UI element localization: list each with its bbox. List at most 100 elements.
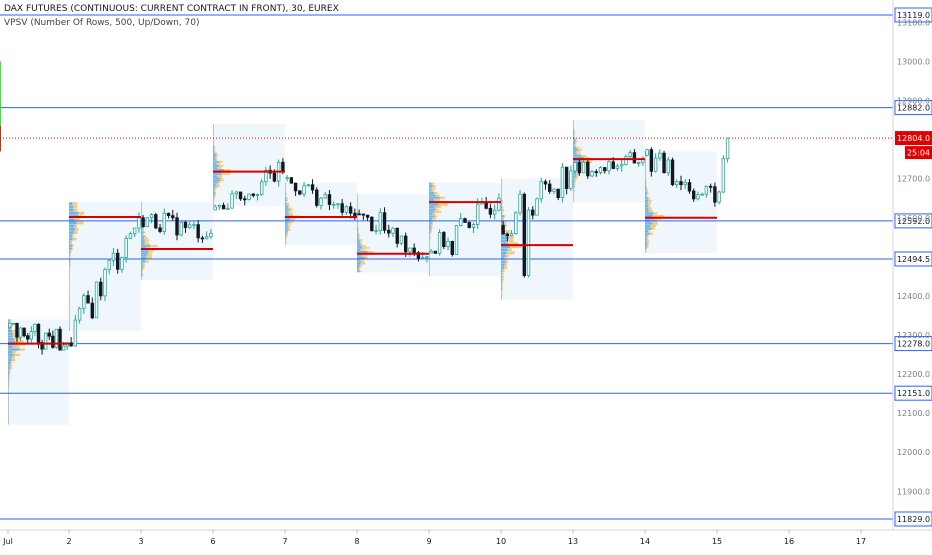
volume-bar-up <box>69 254 70 257</box>
volume-bar-down <box>645 167 646 169</box>
volume-bar-up <box>357 235 359 237</box>
volume-bar-up <box>285 225 288 226</box>
volume-bar-down <box>647 238 649 240</box>
volume-bar-down <box>146 257 152 259</box>
candle-body <box>159 228 162 232</box>
volume-bar-up <box>8 404 9 406</box>
volume-bar-up <box>141 210 142 212</box>
volume-bar-down <box>429 246 430 248</box>
volume-bar-up <box>429 199 434 201</box>
volume-bar-up <box>429 265 430 267</box>
volume-bar-up <box>69 231 74 234</box>
volume-bar-up <box>141 261 146 263</box>
candle-body <box>675 182 678 185</box>
candle-body <box>44 333 47 349</box>
candle-body <box>536 199 539 215</box>
candle-body <box>74 320 77 346</box>
volume-bar-up <box>573 149 578 151</box>
volume-bar-up <box>357 243 360 245</box>
volume-bar-down <box>502 273 503 276</box>
volume-bar-up <box>357 263 361 265</box>
candle-body <box>133 228 136 234</box>
volume-bar-up <box>213 179 220 181</box>
candle-body <box>34 324 37 331</box>
volume-bar-up <box>501 285 502 288</box>
candle-body <box>430 251 433 253</box>
volume-bar-down <box>361 263 366 265</box>
volume-bar-up <box>141 276 142 278</box>
volume-bar-down <box>647 245 648 247</box>
volume-bar-down <box>143 229 144 231</box>
volume-bar-up <box>357 257 365 259</box>
volume-bar-up <box>213 198 214 200</box>
candle-body <box>616 166 619 169</box>
volume-bar-up <box>645 195 647 197</box>
volume-bar-down <box>70 250 71 253</box>
level-label: 12494.5 <box>895 252 932 266</box>
candle-body <box>23 328 26 336</box>
volume-bar-down <box>575 145 577 147</box>
volume-bar-up <box>429 262 430 264</box>
volume-bar-down <box>435 215 437 217</box>
volume-bar-up <box>8 420 9 422</box>
indicator-label[interactable]: VPSV (Number Of Rows, 500, Up/Down, 70) <box>4 18 200 28</box>
volume-bar-down <box>573 200 574 202</box>
volume-bar-up <box>357 233 358 235</box>
volume-bar-up <box>69 234 72 237</box>
volume-bar-down <box>142 233 143 235</box>
volume-bar-down <box>145 241 148 243</box>
volume-bar-up <box>69 247 72 250</box>
volume-bar-up <box>645 187 646 189</box>
volume-bar-up <box>69 212 78 215</box>
volume-bar-down <box>650 225 656 227</box>
volume-bar-down <box>368 251 374 253</box>
volume-bar-down <box>360 249 365 251</box>
volume-bar-down <box>359 267 361 269</box>
volume-bar-up <box>645 235 647 237</box>
candle-body <box>70 343 73 346</box>
candle-body <box>587 162 590 176</box>
candle-body <box>451 241 454 254</box>
volume-bar-up <box>213 132 214 134</box>
volume-bar-down <box>508 239 513 242</box>
volume-bar-down <box>431 225 433 227</box>
volume-bar-up <box>573 145 575 147</box>
volume-bar-up <box>141 231 144 233</box>
volume-bar-up <box>357 218 358 220</box>
volume-bar-down <box>646 187 647 189</box>
volume-bar-down <box>11 327 12 329</box>
candle-body <box>104 270 107 296</box>
volume-bar-up <box>69 309 70 312</box>
volume-bar-down <box>647 195 648 197</box>
x-tick-label: 8 <box>354 537 359 546</box>
candle-body <box>37 324 40 342</box>
candle-body <box>260 182 263 195</box>
volume-bar-down <box>141 278 142 280</box>
volume-bar-down <box>576 147 579 149</box>
candle-body <box>332 204 335 205</box>
volume-bar-down <box>9 385 10 387</box>
volume-bar-up <box>213 163 217 165</box>
volume-bar-down <box>147 255 152 257</box>
volume-bar-up <box>501 270 503 273</box>
volume-bar-up <box>8 406 9 408</box>
volume-bar-up <box>8 383 9 385</box>
volume-bar-down <box>429 248 430 250</box>
candle-body <box>464 219 467 223</box>
volume-bar-up <box>285 240 286 241</box>
volume-bar-up <box>429 185 433 187</box>
volume-bar-up <box>141 239 145 241</box>
candle-body <box>595 172 598 173</box>
volume-bar-up <box>501 218 502 221</box>
volume-bar-up <box>8 354 14 356</box>
volume-bar-up <box>285 219 290 220</box>
candle-body <box>315 190 318 205</box>
candle-body <box>345 207 348 213</box>
volume-bar-up <box>69 299 70 302</box>
volume-bar-up <box>429 192 434 194</box>
volume-bar-up <box>285 223 288 224</box>
volume-bar-up <box>285 183 286 184</box>
candle-body <box>438 232 441 253</box>
